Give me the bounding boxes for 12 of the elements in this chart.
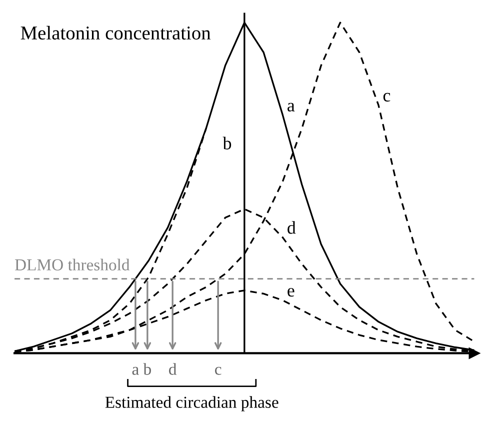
series-label: a <box>288 102 295 112</box>
text: d <box>169 363 177 375</box>
text: Estimated circadian phase <box>105 396 278 412</box>
series-label: e <box>288 288 294 297</box>
ref-line-label: DLMO threshold <box>15 258 130 270</box>
series-label: b <box>222 136 232 150</box>
series-label: c <box>383 92 390 102</box>
text: c <box>215 366 222 375</box>
text: a <box>132 366 139 375</box>
chart-title: Melatonin concentration <box>20 26 211 40</box>
text: b <box>143 363 151 375</box>
series-label: d <box>288 221 296 234</box>
